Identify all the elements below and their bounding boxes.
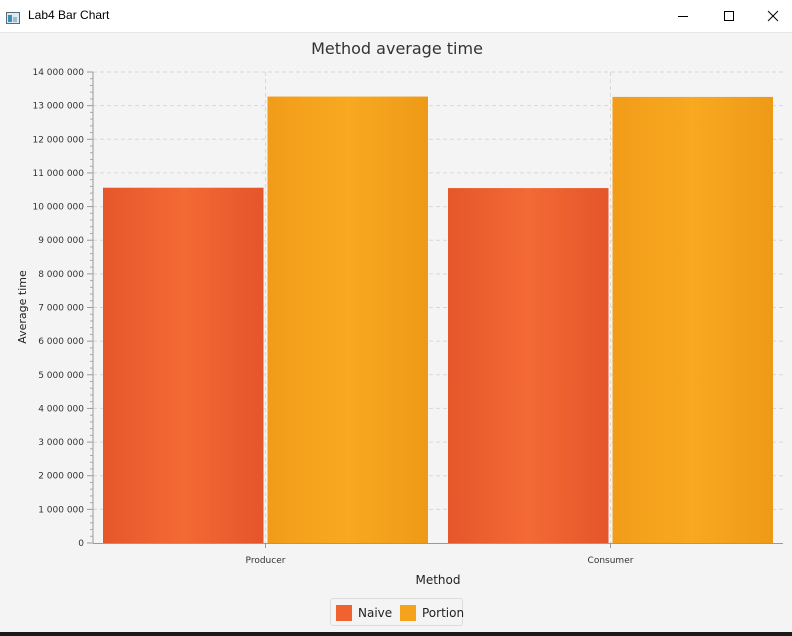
maximize-button[interactable] — [706, 0, 752, 32]
legend-label-naive: Naive — [358, 606, 393, 620]
y-tick-label: 8 000 000 — [38, 270, 84, 280]
bars — [103, 96, 773, 543]
x-tick-label: Consumer — [588, 556, 634, 566]
bar-naive-consumer — [448, 188, 609, 543]
y-axis-label: Average time — [16, 270, 29, 344]
y-tick-label: 7 000 000 — [38, 304, 84, 314]
close-icon — [767, 10, 779, 22]
bar-portion-producer — [267, 96, 428, 543]
app-icon — [6, 9, 20, 24]
taskbar-edge — [0, 632, 792, 636]
bar-portion-consumer — [612, 96, 773, 543]
y-tick-label: 9 000 000 — [38, 236, 84, 246]
y-tick-label: 14 000 000 — [32, 68, 84, 78]
legend: Naive Portion — [330, 598, 465, 626]
window-titlebar: Lab4 Bar Chart — [0, 0, 792, 33]
y-tick-label: 13 000 000 — [32, 102, 84, 112]
y-tick-label: 11 000 000 — [32, 169, 84, 179]
bar-naive-producer — [103, 187, 264, 543]
chart-title: Method average time — [311, 39, 483, 58]
y-tick-label: 12 000 000 — [32, 135, 84, 145]
close-button[interactable] — [750, 0, 792, 32]
x-tick-label: Producer — [246, 556, 286, 566]
y-tick-label: 4 000 000 — [38, 404, 84, 414]
y-tick-label: 6 000 000 — [38, 337, 84, 347]
y-tick-label: 3 000 000 — [38, 438, 84, 448]
legend-swatch-naive — [336, 605, 352, 621]
y-tick-label: 10 000 000 — [32, 203, 84, 213]
x-axis-label: Method — [415, 573, 460, 587]
minimize-icon — [678, 16, 688, 17]
axes: 0 1 000 000 2 000 000 3 000 000 4 000 000 5 0… — [32, 68, 783, 566]
legend-label-portion: Portion — [422, 606, 465, 620]
y-tick-label: 0 — [78, 539, 84, 549]
maximize-icon — [724, 11, 734, 21]
y-tick-label: 2 000 000 — [38, 472, 84, 482]
y-tick-label: 1 000 000 — [38, 505, 84, 515]
minimize-button[interactable] — [660, 0, 706, 32]
bar-chart: Method average time 0 1 000 000 2 000 000 3… — [16, 39, 783, 587]
y-tick-label: 5 000 000 — [38, 371, 84, 381]
window-title: Lab4 Bar Chart — [28, 8, 110, 22]
legend-swatch-portion — [400, 605, 416, 621]
